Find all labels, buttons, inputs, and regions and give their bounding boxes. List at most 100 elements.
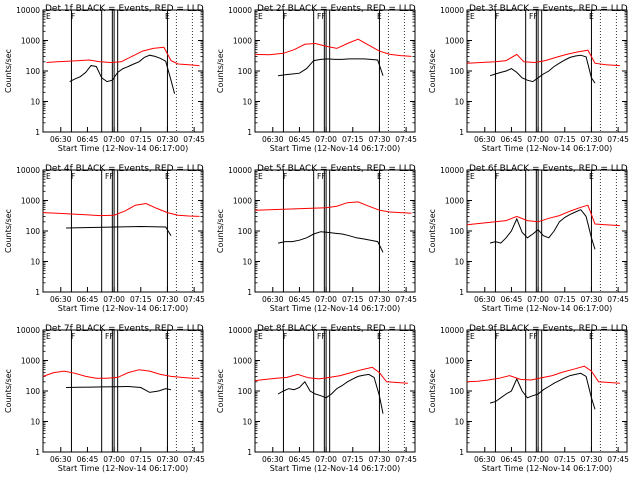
x-tick-label: 07:00 <box>103 455 125 464</box>
y-axis-label: Counts/sec <box>428 369 437 413</box>
x-axis-label: Start Time (12-Nov-14 06:17:00) <box>482 464 612 473</box>
y-tick-label: 1000 <box>21 37 40 46</box>
x-tick-label: 07:15 <box>342 295 364 304</box>
y-tick-label: 1000 <box>445 37 464 46</box>
interval-marker-label: E <box>470 172 475 181</box>
chart-title: Det 6f BLACK = Events, RED = LLD <box>469 164 628 174</box>
y-tick-label: 10000 <box>16 166 40 175</box>
chart-title: Det 5f BLACK = Events, RED = LLD <box>257 164 416 174</box>
x-tick-label: 07:45 <box>395 135 417 144</box>
series-line-events <box>489 54 596 84</box>
y-tick-label: 10 <box>30 418 40 427</box>
series-line-events <box>489 372 596 410</box>
y-tick-label: 10 <box>30 98 40 107</box>
y-tick-label: 1 <box>459 128 464 137</box>
chart-title: Det 4f BLACK = Events, RED = LLD <box>45 164 204 174</box>
interval-marker-label: F <box>283 12 287 21</box>
x-tick-label: 07:30 <box>369 455 391 464</box>
x-tick-label: 06:45 <box>77 135 99 144</box>
x-tick-label: 07:15 <box>554 135 576 144</box>
x-tick-label: 07:45 <box>183 455 205 464</box>
chart-title: Det 9f BLACK = Events, RED = LLD <box>469 324 628 334</box>
x-axis-label: Start Time (12-Nov-14 06:17:00) <box>58 304 188 313</box>
y-tick-label: 1 <box>35 288 40 297</box>
plot-frame <box>254 9 416 133</box>
y-tick-label: 10000 <box>440 6 464 15</box>
series-line-lld <box>254 366 408 384</box>
series-line-events <box>69 54 176 94</box>
y-tick-label: 100 <box>450 227 465 236</box>
y-tick-label: 10000 <box>440 166 464 175</box>
interval-marker-label: E <box>589 12 594 21</box>
interval-marker-label: E <box>470 12 475 21</box>
x-axis-label: Start Time (12-Nov-14 06:17:00) <box>58 144 188 153</box>
y-tick-label: 10000 <box>228 326 252 335</box>
plot-frame <box>466 169 628 293</box>
x-tick-label: 06:30 <box>262 295 284 304</box>
chart-title: Det 2f BLACK = Events, RED = LLD <box>257 4 416 14</box>
interval-marker-label: E <box>258 172 263 181</box>
y-tick-label: 100 <box>450 67 465 76</box>
interval-marker-label: F <box>495 332 499 341</box>
x-tick-label: 07:15 <box>130 455 152 464</box>
y-tick-label: 10000 <box>440 326 464 335</box>
x-tick-label: 07:45 <box>607 295 629 304</box>
interval-marker-label: E <box>589 172 594 181</box>
plot-frame <box>254 169 416 293</box>
interval-marker-label: FF <box>105 172 114 181</box>
y-axis-label: Counts/sec <box>4 209 13 253</box>
x-tick-label: 07:15 <box>342 455 364 464</box>
x-axis-label: Start Time (12-Nov-14 06:17:00) <box>482 304 612 313</box>
interval-marker-label: E <box>46 12 51 21</box>
plot-frame <box>42 329 204 453</box>
x-tick-label: 07:45 <box>183 295 205 304</box>
interval-marker-label: E <box>165 12 170 21</box>
y-tick-label: 100 <box>450 387 465 396</box>
interval-marker-label: FF <box>317 12 326 21</box>
y-tick-label: 1 <box>35 128 40 137</box>
series-line-lld <box>466 365 620 384</box>
x-tick-label: 07:00 <box>103 135 125 144</box>
y-axis-label: Counts/sec <box>216 209 225 253</box>
plot-frame <box>42 9 204 133</box>
y-axis-label: Counts/sec <box>428 49 437 93</box>
y-tick-label: 10 <box>242 418 252 427</box>
y-tick-label: 10 <box>242 258 252 267</box>
y-tick-label: 1000 <box>233 197 252 206</box>
x-axis-label: Start Time (12-Nov-14 06:17:00) <box>482 144 612 153</box>
y-tick-label: 10 <box>454 258 464 267</box>
x-tick-label: 07:30 <box>157 135 179 144</box>
interval-marker-label: F <box>495 12 499 21</box>
interval-marker-label: E <box>46 332 51 341</box>
y-tick-label: 1000 <box>445 357 464 366</box>
interval-marker-label: E <box>258 332 263 341</box>
y-tick-label: 100 <box>238 227 253 236</box>
x-tick-label: 07:15 <box>554 455 576 464</box>
interval-marker-label: E <box>377 332 382 341</box>
x-tick-label: 07:30 <box>157 455 179 464</box>
x-tick-label: 06:45 <box>77 455 99 464</box>
y-tick-label: 1000 <box>445 197 464 206</box>
interval-marker-label: F <box>283 332 287 341</box>
x-axis-label: Start Time (12-Nov-14 06:17:00) <box>270 144 400 153</box>
y-tick-label: 10 <box>242 98 252 107</box>
x-axis-label: Start Time (12-Nov-14 06:17:00) <box>270 464 400 473</box>
interval-marker-label: E <box>165 332 170 341</box>
x-tick-label: 06:30 <box>50 455 72 464</box>
interval-marker-label: E <box>377 172 382 181</box>
x-tick-label: 06:45 <box>501 295 523 304</box>
y-tick-label: 1000 <box>233 357 252 366</box>
x-tick-label: 07:30 <box>157 295 179 304</box>
x-tick-label: 06:30 <box>474 135 496 144</box>
interval-marker-label: FF <box>529 12 538 21</box>
interval-marker-label: E <box>165 172 170 181</box>
interval-marker-label: F <box>283 172 287 181</box>
x-tick-label: 06:45 <box>289 455 311 464</box>
y-tick-label: 1000 <box>21 197 40 206</box>
x-tick-label: 07:45 <box>183 135 205 144</box>
chart-title: Det 7f BLACK = Events, RED = LLD <box>45 324 204 334</box>
